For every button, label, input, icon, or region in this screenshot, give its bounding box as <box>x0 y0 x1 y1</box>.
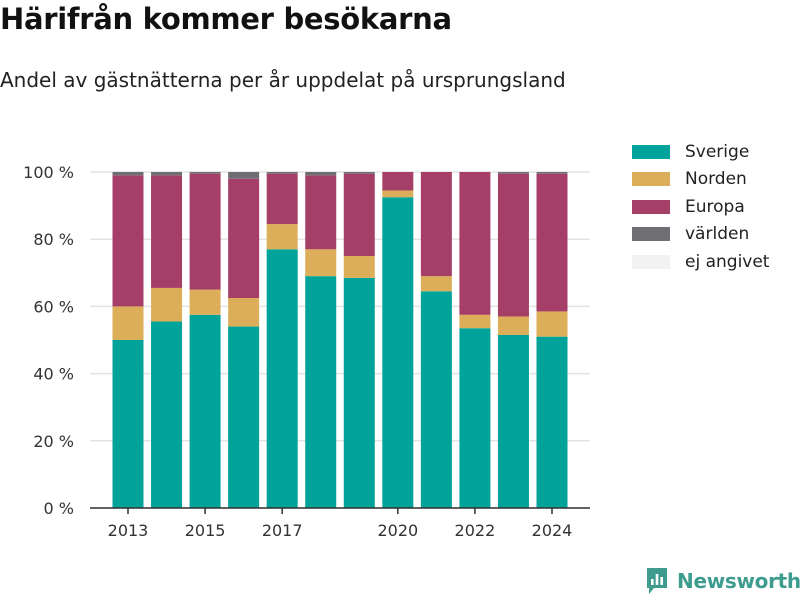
bar-segment-Sverige-2013 <box>112 340 144 508</box>
y-tick-label: 80 % <box>33 230 74 249</box>
legend-swatch <box>632 199 670 214</box>
bar-segment-Europa-2022 <box>459 172 491 315</box>
bar-segment-Europa-2021 <box>420 172 452 277</box>
bar-segment-Norden-2023 <box>497 316 529 335</box>
bar-segment-Europa-2014 <box>151 175 183 288</box>
legend-item-Europa: Europa <box>632 193 769 221</box>
bar-segment-världen-2023 <box>497 172 529 174</box>
bar-segment-Norden-2014 <box>151 287 183 322</box>
legend-label: världen <box>685 224 750 245</box>
bar-segment-Sverige-2023 <box>497 334 529 508</box>
bar-segment-Norden-2015 <box>189 289 221 315</box>
bars <box>112 172 568 508</box>
bar-segment-världen-2014 <box>151 172 183 176</box>
bar-segment-Sverige-2020 <box>382 197 414 508</box>
legend-label: Europa <box>685 196 745 217</box>
legend-swatch <box>632 144 670 159</box>
bar-segment-Europa-2019 <box>343 173 375 256</box>
bar-segment-Norden-2022 <box>459 314 491 329</box>
bar-segment-Norden-2016 <box>228 298 260 327</box>
bar-segment-världen-2016 <box>228 172 260 179</box>
bar-segment-Norden-2017 <box>266 224 298 250</box>
x-tick-label: 2017 <box>262 521 303 540</box>
bar-segment-Sverige-2015 <box>189 314 221 508</box>
legend-swatch <box>632 254 670 269</box>
legend-item-ej-angivet: ej angivet <box>632 248 769 276</box>
bar-segment-Europa-2013 <box>112 175 144 307</box>
bar-segment-Sverige-2018 <box>305 276 337 508</box>
bar-segment-världen-2024 <box>536 172 568 174</box>
bar-segment-Norden-2013 <box>112 306 144 340</box>
x-tick-label: 2022 <box>455 521 496 540</box>
y-tick-label: 40 % <box>33 365 74 384</box>
x-tick-label: 2015 <box>185 521 226 540</box>
bar-segment-Norden-2020 <box>382 190 414 198</box>
bar-segment-Sverige-2017 <box>266 249 298 508</box>
newsworthy-logo: Newsworthy <box>645 566 800 596</box>
legend-item-Norden: Norden <box>632 166 769 194</box>
bar-segment-Sverige-2014 <box>151 321 183 508</box>
legend-label: Norden <box>685 169 747 190</box>
y-tick-label: 0 % <box>44 499 74 518</box>
bar-segment-Sverige-2016 <box>228 326 260 508</box>
chart-subtitle: Andel av gästnätterna per år uppdelat på… <box>0 68 566 92</box>
legend-swatch <box>632 172 670 187</box>
x-tick-label: 2013 <box>108 521 149 540</box>
bar-segment-Norden-2019 <box>343 256 375 278</box>
legend-item-världen: världen <box>632 221 769 249</box>
bar-segment-Europa-2023 <box>497 173 529 317</box>
bar-segment-Europa-2024 <box>536 173 568 312</box>
y-tick-label: 20 % <box>33 432 74 451</box>
bar-segment-Europa-2015 <box>189 173 221 290</box>
bar-segment-Norden-2018 <box>305 249 337 277</box>
x-tick-label: 2020 <box>377 521 418 540</box>
legend-item-Sverige: Sverige <box>632 138 769 166</box>
legend: Sverige Norden Europa världen ej angivet <box>632 138 769 276</box>
legend-label: Sverige <box>685 141 750 162</box>
bar-segment-världen-2018 <box>305 172 337 176</box>
bar-segment-världen-2013 <box>112 172 144 176</box>
y-tick-label: 100 % <box>23 163 74 182</box>
x-tick-label: 2024 <box>532 521 573 540</box>
bar-segment-Europa-2017 <box>266 173 298 225</box>
bar-segment-Sverige-2021 <box>420 291 452 508</box>
newsworthy-logo-icon <box>647 568 667 594</box>
bar-segment-världen-2019 <box>343 172 375 174</box>
bar-segment-världen-2017 <box>266 172 298 174</box>
axes: 0 % 20 % 40 % 60 % 80 % 100 % 2013 2015 2017 2020… <box>23 163 590 540</box>
legend-label: ej angivet <box>685 251 770 272</box>
y-tick-label: 60 % <box>33 297 74 316</box>
bar-segment-Europa-2020 <box>382 172 414 191</box>
bar-segment-Europa-2018 <box>305 175 337 250</box>
chart-title: Härifrån kommer besökarna <box>0 2 452 36</box>
bar-segment-Norden-2021 <box>420 276 452 292</box>
bar-segment-världen-2015 <box>189 172 221 174</box>
legend-swatch <box>632 227 670 242</box>
bar-segment-Sverige-2019 <box>343 277 375 508</box>
bar-segment-Norden-2024 <box>536 311 568 337</box>
bar-segment-Sverige-2024 <box>536 336 568 508</box>
brand-name: Newsworthy <box>677 569 800 593</box>
bar-segment-Europa-2016 <box>228 178 260 298</box>
bar-segment-Sverige-2022 <box>459 328 491 508</box>
